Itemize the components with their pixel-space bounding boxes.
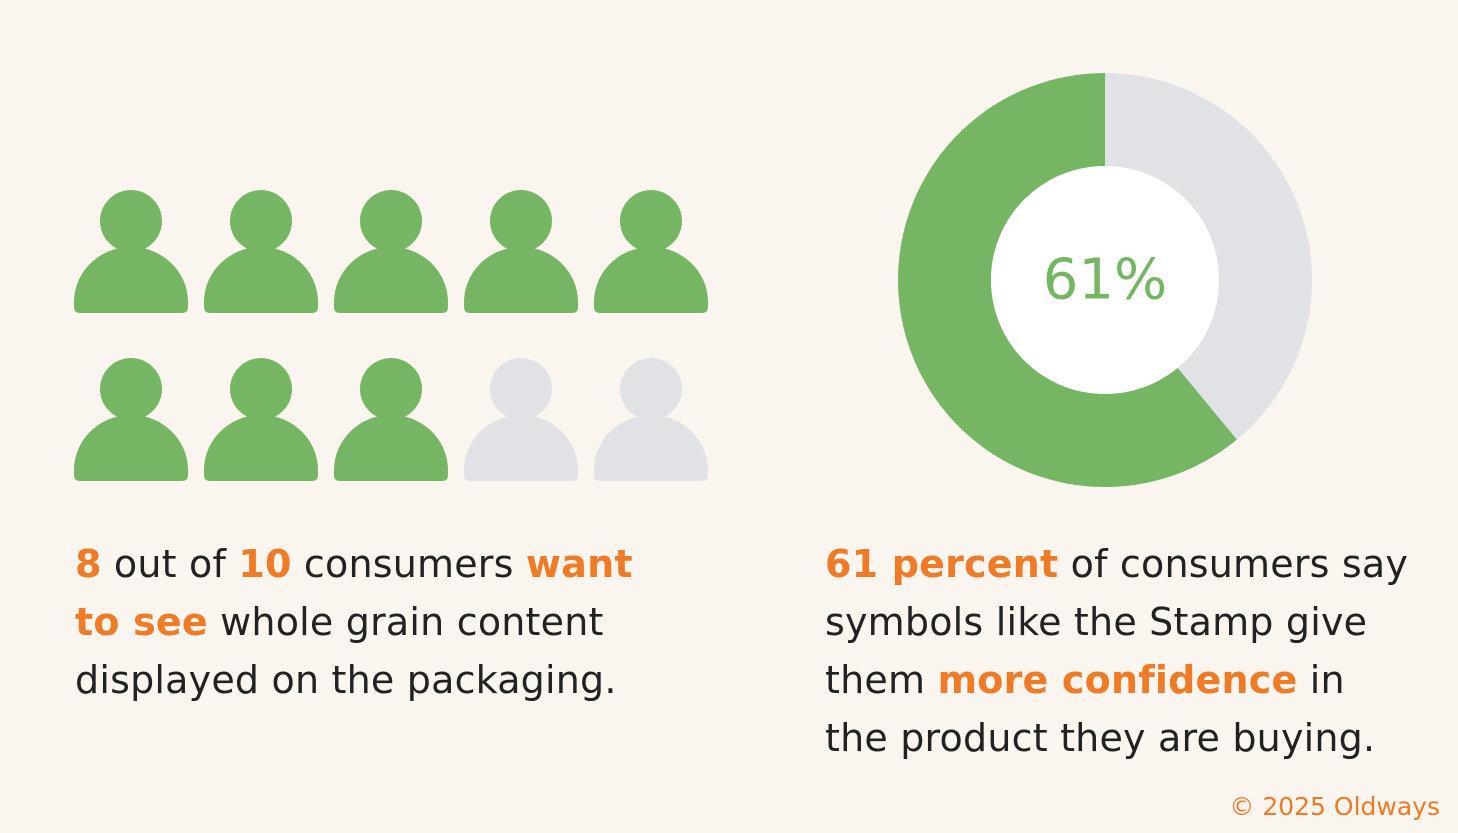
icon-body xyxy=(204,415,318,481)
icon-head xyxy=(490,190,552,252)
icon-body xyxy=(74,247,188,313)
donut-segment xyxy=(898,73,1237,488)
icon-head xyxy=(100,358,162,420)
caption-text: in the product they are buying. xyxy=(825,658,1376,760)
icon-head xyxy=(360,358,422,420)
icon-body xyxy=(594,247,708,313)
caption-highlight: 10 xyxy=(238,542,292,586)
donut-hole xyxy=(991,166,1219,394)
icon-body xyxy=(204,247,318,313)
caption: 8 out of 10 consumers want to see whole … xyxy=(75,535,645,709)
person-icon xyxy=(74,190,188,313)
person-icon xyxy=(204,358,318,481)
donut-segment xyxy=(1105,73,1312,440)
icon-body xyxy=(594,415,708,481)
person-icon xyxy=(464,358,578,481)
icon-body xyxy=(74,415,188,481)
icon-body xyxy=(334,415,448,481)
icon-head xyxy=(230,190,292,252)
icon-head xyxy=(620,190,682,252)
center-label: 61% xyxy=(1043,248,1167,313)
icon-head xyxy=(490,358,552,420)
caption-highlight: 61 percent xyxy=(825,542,1059,586)
icon-head xyxy=(230,358,292,420)
caption-highlight: more confidence xyxy=(937,658,1298,702)
caption-text: whole grain content displayed on the pac… xyxy=(75,600,617,702)
icon-body xyxy=(334,247,448,313)
icon-head xyxy=(360,190,422,252)
person-icon xyxy=(74,358,188,481)
caption: 61 percent of consumers say symbols like… xyxy=(825,535,1415,767)
person-icon xyxy=(204,190,318,313)
caption-text: consumers xyxy=(291,542,526,586)
icon-head xyxy=(100,190,162,252)
person-icon xyxy=(594,190,708,313)
icon-body xyxy=(464,247,578,313)
person-icon xyxy=(594,358,708,481)
person-icon xyxy=(334,190,448,313)
caption-highlight: want to see xyxy=(75,542,633,644)
caption-text: out of xyxy=(101,542,239,586)
footer: © 2025 Oldways xyxy=(1229,792,1440,821)
icon-head xyxy=(620,358,682,420)
icon-body xyxy=(464,415,578,481)
person-icon xyxy=(464,190,578,313)
caption-highlight: 8 xyxy=(75,542,102,586)
caption-text: of consumers say symbols like the Stamp … xyxy=(825,542,1409,702)
person-icon xyxy=(334,358,448,481)
